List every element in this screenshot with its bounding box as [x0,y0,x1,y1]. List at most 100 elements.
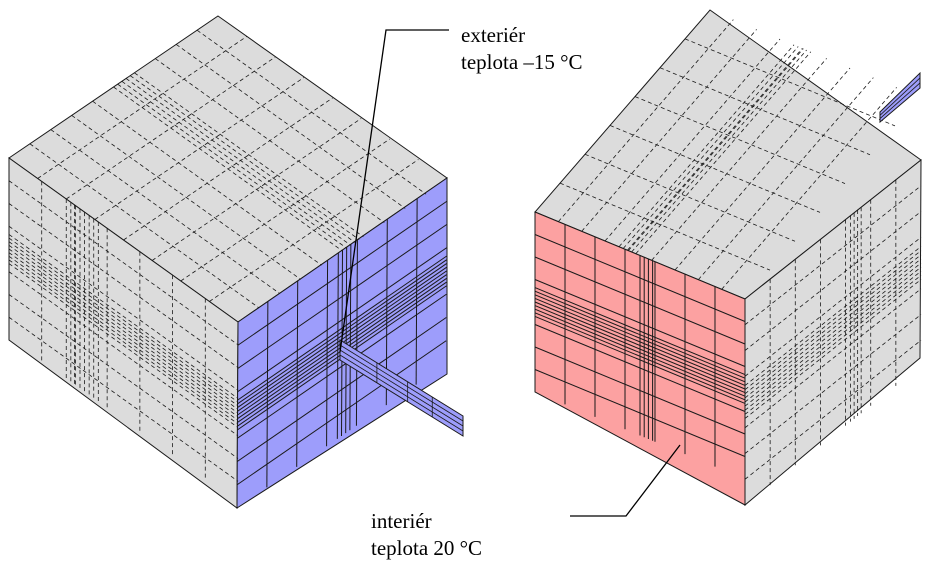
right-top-grid-v-11 [698,77,874,280]
left-side-grid-v-13 [8,294,239,459]
right-top-grid-u-4 [659,67,871,156]
right-interior-grid-v-6 [534,297,746,386]
left-side-grid-v-3 [8,234,239,399]
right-interior-grid-v-12 [534,324,746,412]
right-top-grid-u-3 [634,96,846,184]
right-side-grid-v-6 [744,258,922,399]
right-mesh-block [534,9,922,507]
left-strip-line-0 [339,344,464,422]
right-interior-grid-v-2 [534,279,746,367]
right-interior-grid-v-11 [534,315,746,404]
left-side-grid-v-4 [8,237,239,403]
interior-temperature: teplota 20 °C [371,536,483,560]
left-top-grid-u-9 [134,72,364,238]
left-side-grid-v-14 [8,316,239,482]
right-top-grid-u-5 [684,38,896,127]
right-side-grid-v-4 [744,250,922,390]
right-strip-line-1 [879,82,921,119]
left-top-grid-u-0 [29,143,260,309]
right-side-grid-v-3 [744,246,922,386]
left-exterior-grid-v-1 [237,224,448,369]
right-top-grid-v-2 [604,38,781,242]
exterior-temperature: teplota –15 °C [461,50,583,74]
left-side-grid-v-8 [8,252,239,417]
right-top-grid-v-7 [631,49,807,253]
right-top-grid-v-5 [627,48,803,251]
right-side-grid-v-0 [744,185,922,326]
right-interior-grid-v-13 [534,346,746,435]
right-side-grid-v-2 [744,236,922,377]
left-exterior-grid-v-14 [236,340,447,486]
left-top-grid-v-2 [94,77,305,220]
interior-leader-line [570,444,681,517]
left-top-grid-v-3 [123,97,333,241]
right-interior-grid-v-10 [534,312,746,401]
right-side-grid-v-8 [744,266,922,407]
left-side-grid-v-5 [8,241,239,407]
right-side-grid-v-11 [744,279,922,419]
left-top-grid-v-4 [151,118,362,261]
right-top-grid-v-8 [635,51,812,255]
right-interior-grid-v-8 [534,305,746,394]
right-side-grid-v-5 [744,254,922,395]
left-exterior-grid-v-0 [237,200,448,346]
left-side-grid-v-10 [8,259,239,425]
right-top-grid-u-1 [584,153,796,242]
right-top-grid-u-2 [609,125,821,213]
left-side-grid-v-1 [8,203,239,368]
exterior-title: exteriér [461,23,526,47]
right-side-grid-v-7 [744,262,922,403]
right-interior-grid-v-5 [534,294,746,383]
right-side-grid-v-13 [744,314,922,454]
leader-lines [339,29,681,517]
left-top-grid-u-5 [117,83,347,249]
left-top-grid-u-8 [129,75,360,240]
right-side-grid-v-12 [744,288,922,429]
right-interior-grid-v-3 [534,287,746,376]
left-strip-line-2 [339,354,464,432]
right-top-grid-v-4 [622,46,799,249]
right-strip-line-0 [879,77,921,116]
left-top-grid-v-6 [209,159,419,302]
right-side-grid-v-14 [744,339,922,480]
left-top-grid-v-0 [37,36,247,179]
exterior-leader-line [339,29,449,353]
right-side-grid-v-9 [744,270,922,411]
left-exterior-grid-v-13 [236,317,447,462]
exterior-label: exteriér teplota –15 °C [461,22,583,76]
left-top-grid-u-2 [71,115,301,280]
right-top-grid-v-10 [674,67,851,271]
right-top-grid-v-9 [651,58,827,261]
right-top-grid-v-12 [721,87,897,290]
right-top-grid-v-1 [581,29,757,232]
left-mesh-block [8,15,464,509]
left-side-grid-v-0 [8,180,239,346]
left-strip-line-1 [339,349,464,427]
right-top-grid-u-0 [559,182,771,271]
left-exterior-grid-v-12 [237,293,447,439]
left-side-grid-v-6 [8,245,239,410]
right-exterior-strip [879,71,921,124]
right-top-grid-v-6 [628,48,804,251]
interior-title: interiér [371,509,432,533]
right-interior-grid-v-0 [534,234,746,322]
left-side-grid-v-9 [8,255,239,421]
left-top-grid-u-11 [175,44,406,209]
left-exterior-grid-v-4 [237,259,447,405]
right-interior-grid-v-4 [534,290,746,379]
right-interior-grid-v-1 [534,256,746,345]
right-interior-grid-v-9 [534,308,746,397]
left-side-grid-v-11 [8,263,239,428]
right-side-grid-v-1 [744,211,922,351]
interior-label: interiér teplota 20 °C [371,508,482,562]
right-interior-grid-v-14 [534,369,746,457]
left-side-grid-v-2 [8,225,239,391]
right-top-grid-v-3 [618,44,795,248]
left-side-grid-v-12 [8,271,239,437]
left-side-grid-v-7 [8,248,239,414]
right-top-grid-v-0 [558,19,734,222]
left-exterior-grid-v-2 [237,247,447,393]
left-top-grid-v-5 [180,138,390,282]
right-side-grid-v-10 [744,275,922,415]
